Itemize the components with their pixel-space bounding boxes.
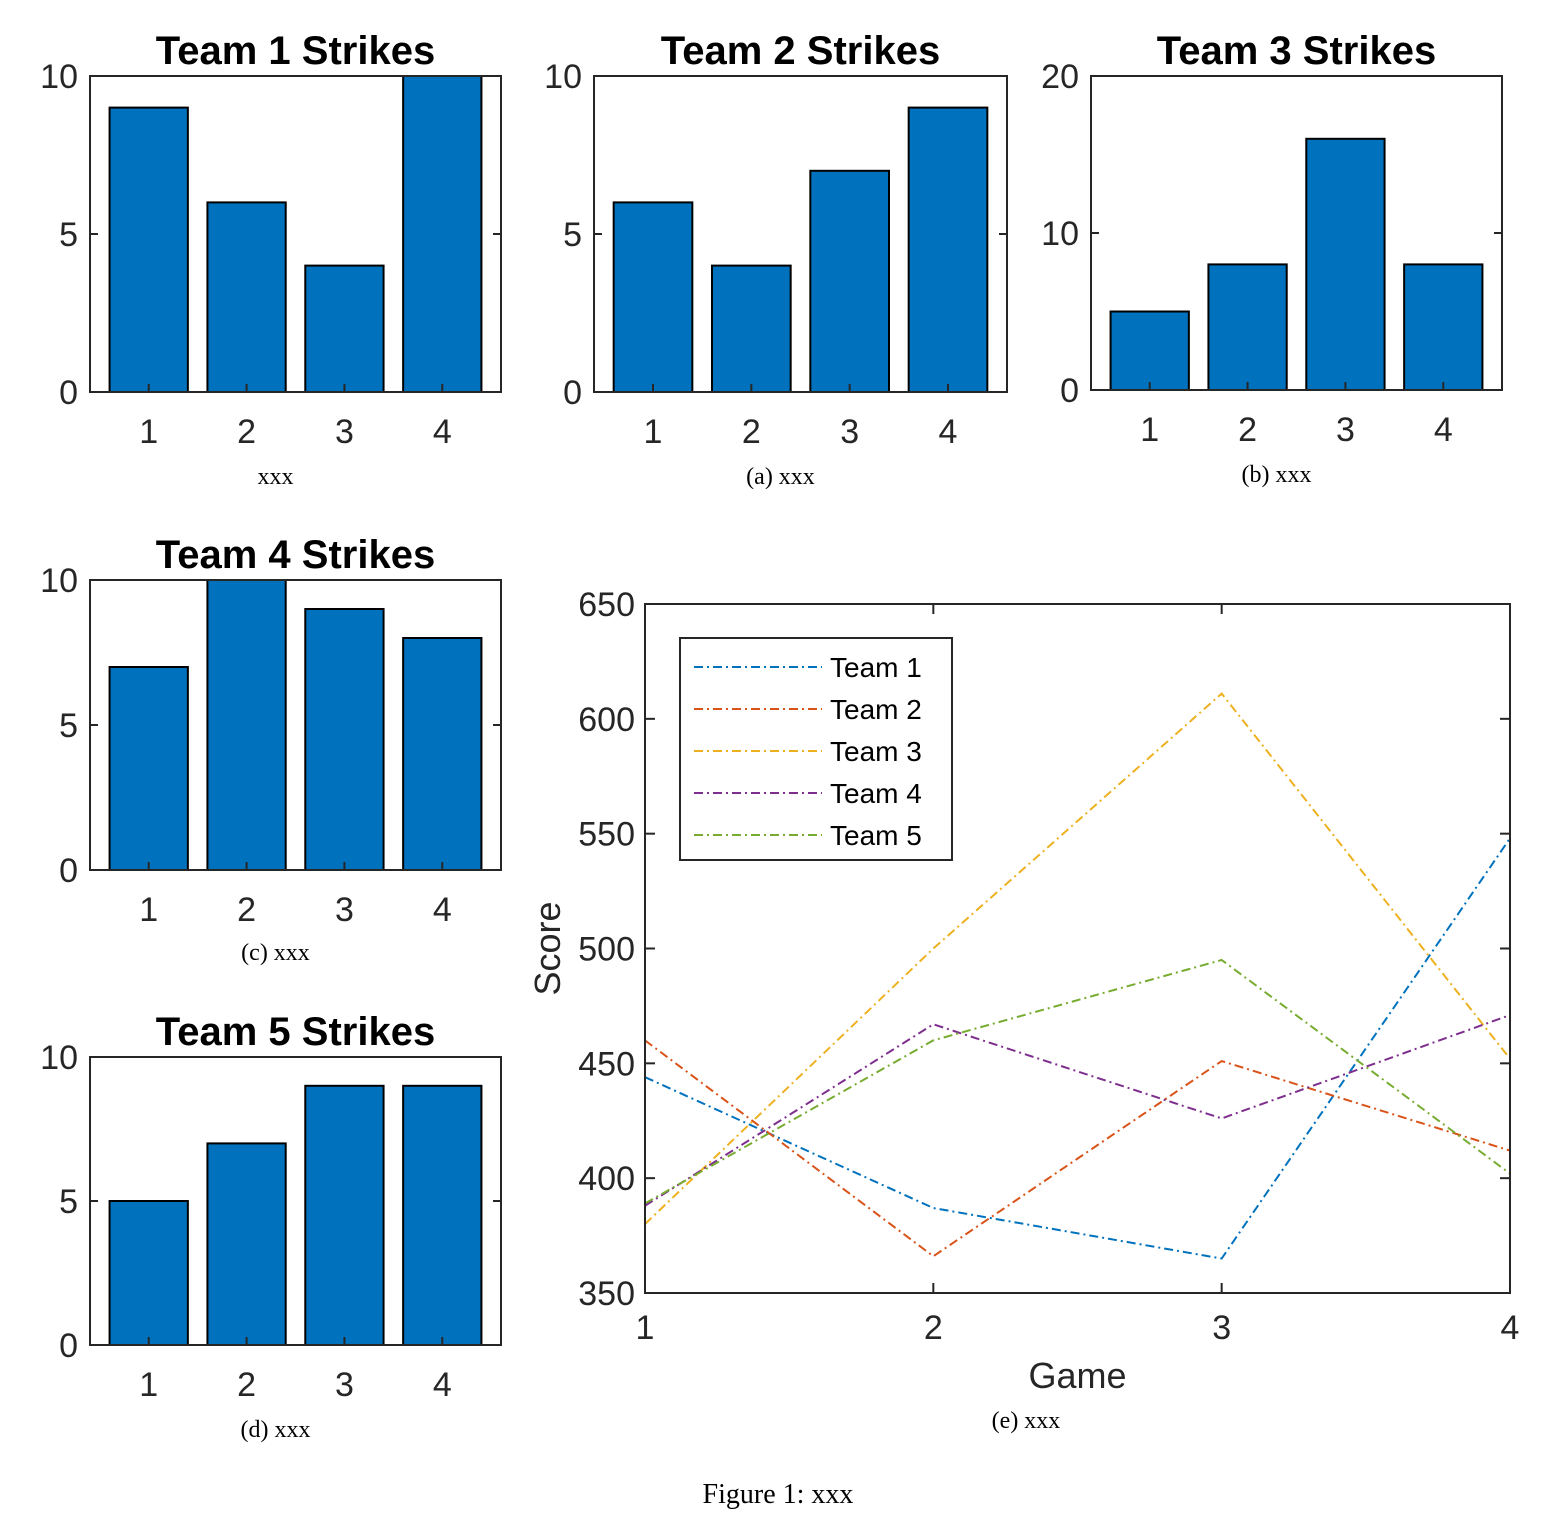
y-tick-label: 10 xyxy=(40,562,78,600)
x-axis-label: Game xyxy=(1028,1355,1126,1396)
x-tick-label: 1 xyxy=(139,1366,158,1404)
bar xyxy=(907,106,989,393)
y-tick-label: 10 xyxy=(1041,215,1079,253)
x-tick-label: 4 xyxy=(433,413,452,451)
x-tick-label: 2 xyxy=(742,413,761,451)
bar xyxy=(612,201,694,393)
bar xyxy=(402,1084,483,1347)
x-tick-label: 3 xyxy=(1336,411,1355,449)
subfigure-caption: (c) xxx xyxy=(241,940,310,966)
subfigure-caption: (b) xxx xyxy=(1242,462,1312,488)
y-tick-label: 0 xyxy=(59,1327,78,1365)
x-tick-label: 4 xyxy=(939,413,958,451)
series-line-team-2 xyxy=(645,1039,1510,1258)
bar xyxy=(304,608,385,871)
x-tick-label: 4 xyxy=(1434,411,1453,449)
figure-caption: Figure 1: xxx xyxy=(703,1479,854,1510)
x-tick-label: 3 xyxy=(840,413,859,451)
chart-title: Team 2 Strikes xyxy=(661,29,940,73)
chart-title: Team 3 Strikes xyxy=(1157,29,1436,73)
subfigure-caption: (a) xxx xyxy=(746,464,815,490)
x-tick-label: 2 xyxy=(237,1366,256,1404)
y-tick-label: 5 xyxy=(59,707,78,745)
y-tick-label: 5 xyxy=(59,216,78,254)
subfigure-caption: (e) xxx xyxy=(992,1408,1061,1434)
x-tick-label: 2 xyxy=(1238,411,1257,449)
y-tick-label: 350 xyxy=(578,1275,635,1313)
bar xyxy=(402,75,483,393)
bar xyxy=(206,1142,287,1347)
y-tick-label: 0 xyxy=(563,374,582,412)
chart-title: Team 1 Strikes xyxy=(156,29,435,73)
x-tick-label: 2 xyxy=(237,413,256,451)
bar xyxy=(108,666,189,871)
legend-label: Team 3 xyxy=(830,736,922,767)
line-chart-scores: 350 400 450 500 550 600 650 1 2 3 4 Game Score Team 1… xyxy=(527,586,1519,1434)
x-tick-label: 4 xyxy=(433,1366,452,1404)
x-tick-label: 3 xyxy=(335,413,354,451)
bar xyxy=(402,637,483,871)
y-tick-label: 0 xyxy=(59,852,78,890)
bar-chart-team-3: Team 3 Strikes 0 10 20 1 2 3 4 (b) xxx xyxy=(1041,29,1503,488)
y-tick-label: 10 xyxy=(40,58,78,96)
y-tick-label: 550 xyxy=(578,816,635,854)
bar xyxy=(304,264,385,394)
y-tick-label: 0 xyxy=(1060,372,1079,410)
legend-box xyxy=(679,637,953,861)
legend-label: Team 1 xyxy=(830,652,922,683)
x-tick-label: 3 xyxy=(1212,1309,1231,1347)
x-tick-label: 4 xyxy=(1501,1309,1520,1347)
chart-title: Team 4 Strikes xyxy=(156,533,435,577)
bar xyxy=(1207,263,1288,391)
x-tick-label: 2 xyxy=(237,891,256,929)
bar xyxy=(108,1200,189,1346)
y-tick-label: 10 xyxy=(40,1039,78,1077)
y-tick-label: 450 xyxy=(578,1045,635,1083)
y-axis-label: Score xyxy=(527,901,568,995)
bar-chart-team-5: Team 5 Strikes 0 5 10 1 2 3 4 (d) xxx xyxy=(40,1010,502,1443)
legend-label: Team 4 xyxy=(830,778,922,809)
x-tick-label: 1 xyxy=(1140,411,1159,449)
y-tick-label: 10 xyxy=(544,58,582,96)
bar xyxy=(1305,137,1386,391)
bar xyxy=(304,1084,385,1347)
y-tick-label: 5 xyxy=(563,216,582,254)
bar xyxy=(206,579,287,871)
legend-label: Team 2 xyxy=(830,694,922,725)
x-tick-label: 3 xyxy=(335,1366,354,1404)
subfigure-caption: (d) xxx xyxy=(241,1417,311,1443)
x-tick-label: 2 xyxy=(924,1309,943,1347)
chart-title: Team 5 Strikes xyxy=(156,1010,435,1054)
x-tick-label: 1 xyxy=(139,413,158,451)
bar-chart-team-1: Team 1 Strikes 0 5 10 1 2 3 4 xxx xyxy=(40,29,502,490)
legend-label: Team 5 xyxy=(830,820,922,851)
series-line-team-1 xyxy=(645,837,1510,1260)
bar-chart-team-4: Team 4 Strikes 0 5 10 1 2 3 4 (c) xxx xyxy=(40,533,502,966)
bar xyxy=(809,169,890,393)
x-tick-label: 3 xyxy=(335,891,354,929)
legend: Team 1 Team 2 Team 3 Team 4 Team 5 xyxy=(679,637,953,861)
x-tick-label: 1 xyxy=(636,1309,655,1347)
x-tick-label: 1 xyxy=(139,891,158,929)
y-tick-label: 500 xyxy=(578,931,635,969)
bar-chart-team-2: Team 2 Strikes 0 5 10 1 2 3 4 (a) xxx xyxy=(544,29,1008,490)
bar xyxy=(108,106,189,393)
x-tick-label: 4 xyxy=(433,891,452,929)
series-line-team-5 xyxy=(645,958,1510,1205)
bar xyxy=(206,201,287,393)
y-tick-label: 20 xyxy=(1041,58,1079,96)
y-tick-label: 5 xyxy=(59,1183,78,1221)
bar xyxy=(1109,310,1190,391)
bar xyxy=(711,264,792,394)
bar xyxy=(1403,263,1484,391)
y-tick-label: 650 xyxy=(578,586,635,624)
x-tick-label: 1 xyxy=(644,413,663,451)
series-line-team-3 xyxy=(645,692,1510,1225)
y-tick-label: 600 xyxy=(578,701,635,739)
y-tick-label: 0 xyxy=(59,374,78,412)
subfigure-caption: xxx xyxy=(258,464,294,490)
y-tick-label: 400 xyxy=(578,1160,635,1198)
